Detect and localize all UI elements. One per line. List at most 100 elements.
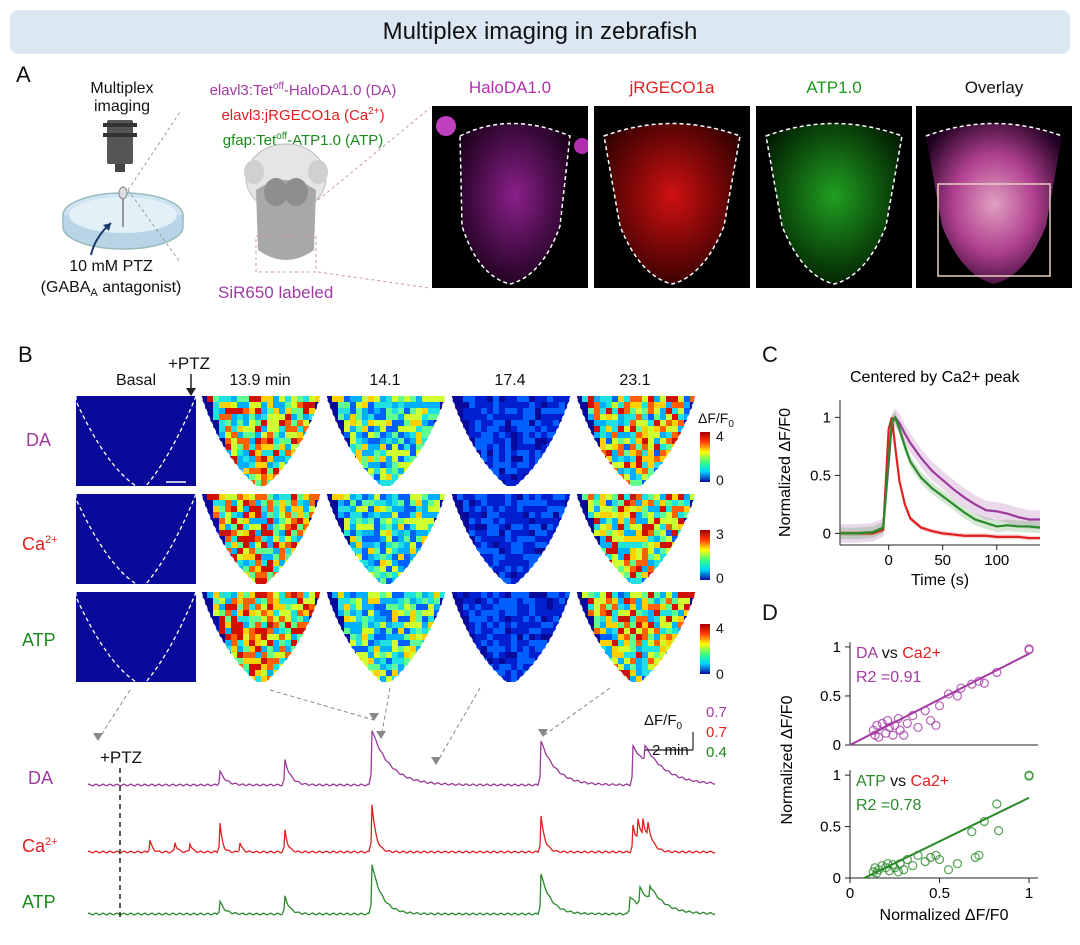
chart-d-x-tick: 0 [846, 885, 854, 902]
scale-bar-title: ΔF/F0 [644, 712, 683, 732]
column-title-13-9: 13.9 min [229, 372, 291, 389]
heatmap-cell [451, 494, 571, 584]
image-title-jrgeco: jRGECO1a [629, 78, 715, 97]
column-title-14-1: 14.1 [369, 372, 401, 389]
colorbar-title: ΔF/F0 [698, 410, 734, 430]
column-title-23-1: 23.1 [619, 372, 651, 389]
image-title-atp: ATP1.0 [806, 78, 862, 97]
chart-d-point [943, 689, 954, 699]
row-label-da: DA [26, 430, 52, 450]
panel-label-d: D [762, 600, 778, 625]
chart-d-point [992, 799, 1002, 809]
chart-d-title: DA vs Ca2+ [856, 645, 941, 662]
panel-label-b: B [18, 342, 33, 367]
chart-d-point [1024, 771, 1034, 781]
image-halo-da [432, 106, 588, 288]
column-title-basal: Basal [115, 372, 157, 389]
chart-c-title: Centered by Ca2+ peak [850, 369, 1020, 386]
colorbar-da [700, 432, 710, 482]
heatmap-cell [451, 396, 571, 486]
chart-d-point [952, 691, 963, 701]
chart-d-annotation: R2 =0.91 [856, 669, 921, 686]
chart-d-point [934, 854, 945, 865]
chart-d-point [877, 718, 887, 729]
chart-d-point [956, 683, 966, 693]
chart-d-point [888, 730, 898, 740]
chart-d-point [952, 858, 963, 869]
chart-d-point [902, 718, 912, 729]
chart-d-point [899, 865, 909, 875]
microscope-dish-illustration [62, 120, 184, 256]
sir650-label: SiR650 labeled [218, 283, 334, 302]
scale-bar-time: 2 min [652, 742, 689, 759]
heatmap-cell [201, 494, 321, 584]
chart-d-x-tick: 1 [1025, 885, 1033, 902]
chart-d-title: ATP vs Ca2+ [856, 773, 949, 790]
chart-c-y-label: Normalized ΔF/F0 [777, 408, 794, 537]
heatmap-cell [76, 494, 196, 584]
chart-d-point [882, 715, 893, 726]
figure-banner-title: Multiplex imaging in zebrafish [10, 10, 1070, 54]
row-label-atp: ATP [22, 630, 56, 650]
chart-d-fit-line [849, 652, 1030, 746]
chart-c-x-label: Time (s) [911, 572, 969, 589]
ptz-label: 10 mM PTZ (GABAA antagonist) [40, 258, 182, 300]
chart-d-y-tick: 0 [833, 870, 841, 887]
chart-d-y-label: Normalized ΔF/F0 [779, 695, 796, 824]
chart-c-series-line [840, 415, 1041, 535]
chart-c-x-tick: 0 [884, 552, 892, 569]
panel-label-c: C [762, 342, 778, 367]
image-jrgeco [594, 106, 750, 288]
ptz-marker-label: +PTZ [168, 354, 211, 373]
colorbar-atp-min: 0 [716, 666, 724, 682]
chart-d-y-tick: 1 [833, 767, 841, 784]
scale-value-ca: 0.7 [706, 724, 727, 741]
chart-d-point [993, 826, 1004, 836]
chart-d-point [931, 720, 941, 731]
heatmap-cell [576, 592, 696, 682]
image-title-overlay: Overlay [964, 78, 1024, 97]
ptz-down-arrow-icon [186, 374, 196, 396]
panel-label-a: A [16, 62, 31, 87]
chart-c-y-tick: 1 [823, 409, 831, 426]
chart-d-point [925, 852, 936, 863]
chart-c-y-tick: 0.5 [810, 467, 831, 484]
heatmap-cell [76, 396, 196, 486]
heatmap-cell [451, 592, 571, 682]
chart-d-y-tick: 0.5 [820, 819, 841, 836]
chart-d-point [1024, 644, 1034, 654]
column-title-17-4: 17.4 [494, 372, 526, 389]
chart-c-x-tick: 50 [934, 552, 951, 569]
trace-label-ca: Ca2+ [22, 836, 58, 856]
chart-d-y-tick: 0 [833, 737, 841, 754]
imaging-label: Multiplex imaging [90, 80, 154, 115]
chart-d-point [913, 722, 923, 732]
colorbar-atp [700, 624, 710, 674]
colorbar-da-max: 4 [716, 428, 724, 444]
objective-icon [107, 120, 133, 164]
heatmap-cell [76, 592, 196, 682]
heatmap-cell [326, 494, 446, 584]
chart-d-point [899, 730, 909, 740]
scale-value-da: 0.7 [706, 704, 727, 721]
chart-d-point [943, 865, 954, 875]
chart-d-point [873, 732, 884, 742]
chart-d-point [967, 827, 977, 837]
zebrafish-larva-illustration [244, 143, 328, 273]
chart-d-y-tick: 0.5 [820, 688, 841, 705]
chart-d-point [908, 861, 918, 871]
chart-d-x-label: Normalized ΔF/F0 [880, 907, 1009, 924]
chart-d-point [974, 850, 984, 861]
image-title-halo: HaloDA1.0 [468, 78, 552, 97]
chart-d-point [979, 678, 989, 688]
heatmap-cell [201, 396, 321, 486]
colorbar-ca-min: 0 [716, 570, 724, 586]
chart-c-y-tick: 0 [823, 525, 831, 542]
panel-a-connectors [127, 107, 431, 289]
trace-label-atp: ATP [22, 892, 56, 912]
trace-ptz-label: +PTZ [100, 748, 143, 767]
scale-value-atp: 0.4 [706, 744, 727, 761]
heatmap-cell [326, 396, 446, 486]
colorbar-ca-max: 3 [716, 526, 724, 542]
heatmap-cell [326, 592, 446, 682]
